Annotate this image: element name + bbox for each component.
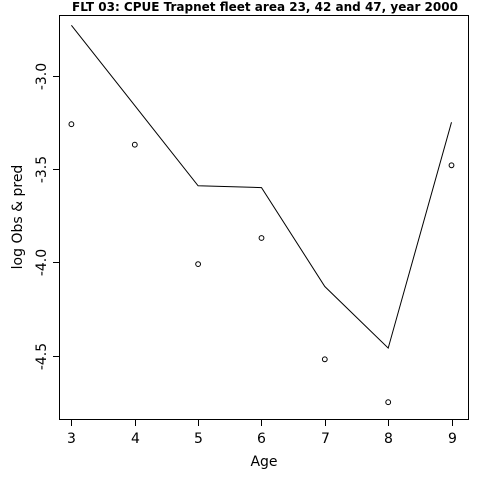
x-tick-label: 4	[131, 431, 140, 447]
x-tick-label: 5	[194, 431, 203, 447]
observed-point	[68, 121, 75, 128]
observed-point	[131, 141, 138, 148]
y-tick-label: -4.5	[34, 343, 50, 370]
y-axis: -4.5 -4.0 -3.5 -3.0	[34, 63, 60, 370]
observed-point	[385, 399, 392, 406]
observed-point	[195, 261, 202, 268]
x-tick-label: 9	[448, 431, 457, 447]
x-axis: 3 4 5 6 7 8 9	[67, 419, 457, 447]
observed-point	[258, 235, 265, 241]
observed-point	[321, 356, 328, 363]
x-tick-label: 3	[67, 431, 76, 447]
observed-point	[448, 162, 455, 169]
y-tick-label: -4.0	[34, 249, 50, 276]
predicted-line	[71, 24, 452, 350]
y-tick-label: -3.0	[34, 63, 50, 90]
plot-frame	[59, 15, 469, 420]
series-layer	[68, 24, 455, 406]
x-tick-label: 7	[321, 431, 330, 447]
x-tick-label: 6	[257, 431, 266, 447]
x-tick-label: 8	[384, 431, 393, 447]
chart-title: FLT 03: CPUE Trapnet fleet area 23, 42 a…	[72, 0, 458, 14]
x-axis-title: Age	[250, 454, 277, 470]
y-axis-title: log Obs & pred	[10, 165, 26, 270]
y-tick-label: -3.5	[34, 156, 50, 183]
